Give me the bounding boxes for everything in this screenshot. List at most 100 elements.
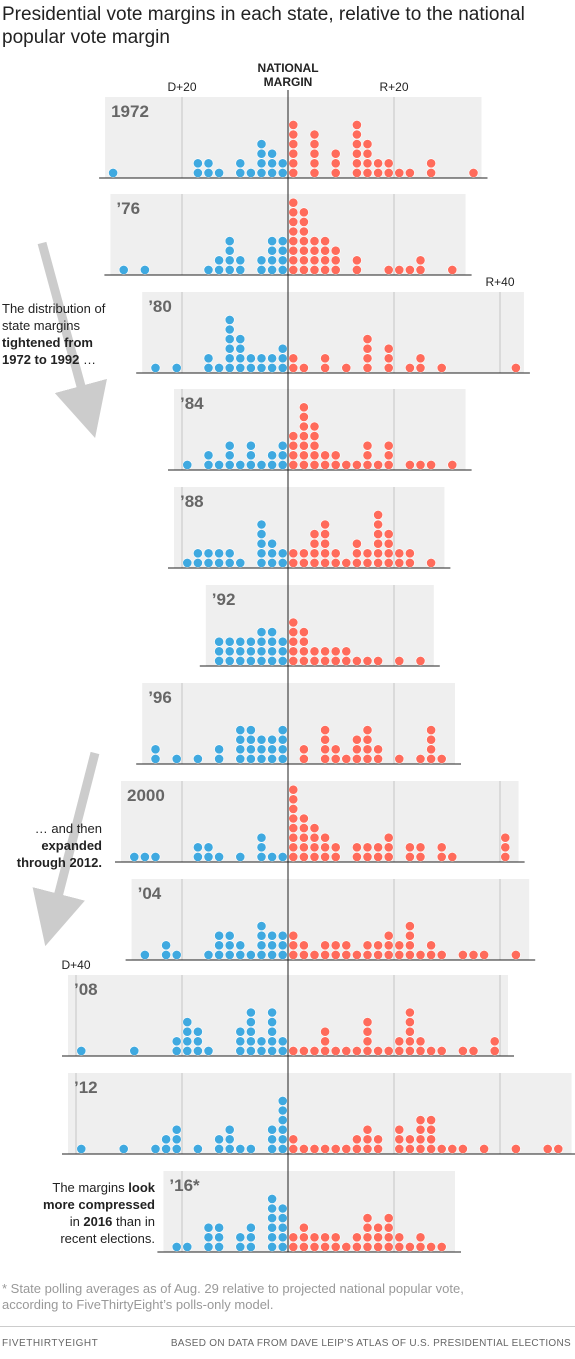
state-dot [267,459,277,470]
state-dot [394,1232,405,1243]
year-label: 1972 [111,102,149,121]
state-dot [362,334,373,344]
state-dot [192,167,203,178]
state-dot [267,1194,277,1204]
state-dot [500,842,511,853]
state-dot [235,1046,246,1056]
year-label: ’96 [148,688,172,707]
state-dot [298,1232,309,1243]
state-dot [192,842,203,853]
state-dot [383,440,394,451]
panel-background [131,879,530,960]
state-dot [277,1242,288,1252]
state-dot [351,1046,362,1056]
state-dot [468,167,479,178]
state-dot [288,440,299,451]
state-dot [171,950,182,960]
state-dot [277,255,288,266]
state-dot [267,538,277,549]
state-dot [320,734,330,745]
state-dot [256,842,267,853]
state-dot [415,1124,426,1135]
state-dot [277,236,288,246]
state-dot [224,1134,235,1145]
state-dot [267,754,277,764]
state-dot [330,1242,341,1252]
state-dot [118,264,129,275]
state-dot [277,1036,288,1047]
state-dot [479,1144,489,1154]
state-dot [309,158,320,169]
state-dot [277,362,288,373]
state-dot [298,245,309,256]
state-dot [362,459,373,470]
state-dot [341,656,352,666]
state-dot [214,754,224,764]
state-dot [267,1134,277,1145]
state-dot [320,646,330,657]
note-text: … and then [34,821,102,836]
state-dot [277,930,288,941]
state-dot [277,1144,288,1154]
state-dot [288,226,299,237]
state-dot [362,450,373,461]
year-label: ’92 [212,590,236,609]
state-dot [267,656,277,666]
year-label: ’88 [180,492,204,511]
state-dot [362,656,373,666]
year-panel: ’80 [136,292,530,374]
state-dot [224,264,235,275]
state-dot [298,950,309,960]
state-dot [171,754,182,764]
state-dot [192,1046,203,1056]
state-dot [203,842,214,853]
state-dot [298,207,309,218]
state-dot [351,167,362,178]
state-dot [214,646,224,657]
state-dot [256,852,267,862]
state-dot [277,548,288,559]
state-dot [267,852,277,862]
state-dot [362,1017,373,1027]
state-dot [171,1144,182,1154]
state-dot [277,1203,288,1214]
state-dot [235,940,246,951]
state-dot [171,1124,182,1135]
state-dot [235,459,246,470]
state-dot [108,167,118,178]
state-dot [182,1242,193,1252]
state-dot [447,264,458,275]
year-panel: ’92 [199,585,440,667]
state-dot [277,734,288,745]
state-dot [192,1026,203,1037]
state-dot [351,120,362,130]
state-dot [415,459,426,470]
state-dot [320,538,330,549]
state-dot [383,353,394,364]
state-dot [362,362,373,373]
state-dot [235,1242,246,1252]
state-dot [426,754,436,764]
state-dot [267,558,277,568]
state-dot [235,343,246,354]
state-dot [309,646,320,657]
arrow-tighten [37,241,107,439]
state-dot [542,1144,553,1154]
state-dot [235,1026,246,1037]
state-dot [320,519,330,530]
state-dot [362,950,373,960]
state-dot [214,255,224,266]
state-dot [373,158,383,169]
state-dot [277,1222,288,1233]
state-dot [362,1134,373,1145]
state-dot [203,548,214,559]
state-dot [383,1232,394,1243]
state-dot [362,754,373,764]
state-dot [404,558,415,568]
state-dot [203,558,214,568]
note-text: The distribution of [2,301,106,316]
state-dot [256,930,267,941]
state-dot [256,264,267,275]
state-dot [267,1203,277,1214]
state-dot [214,264,224,275]
